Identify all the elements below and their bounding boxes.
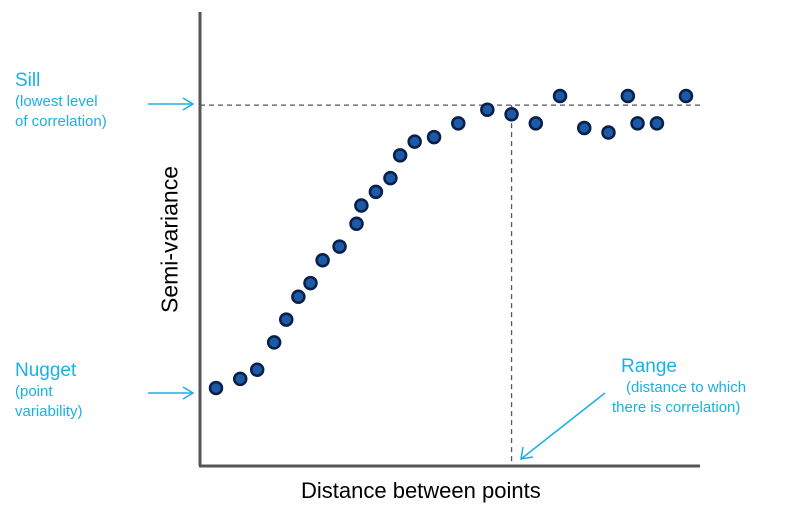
data-point-21 [552,88,568,104]
data-point-23 [601,125,616,140]
range-detail-line-2: there is correlation) [612,399,741,416]
data-point-25 [630,116,645,131]
sill-detail-line-2: of correlation) [15,113,107,130]
nugget-detail-line-2: variability) [15,403,83,420]
sill-detail-line-1: (lowest level [15,93,98,110]
data-point-24 [620,88,636,104]
data-point-13 [383,170,398,186]
nugget-arrow-head [182,386,195,400]
sill-arrow-head [182,97,195,111]
data-point-18 [480,102,495,117]
sill-title: Sill [15,70,41,91]
data-point-4 [266,335,282,350]
nugget-title: Nugget [15,360,77,381]
data-point-27 [678,88,694,104]
data-point-22 [576,120,592,136]
x-axis-label: Distance between points [301,478,541,503]
data-point-16 [426,129,442,145]
data-point-17 [451,116,466,131]
data-point-20 [528,116,544,131]
data-point-26 [649,116,665,131]
data-point-12 [368,184,384,200]
sill-annotation: Sill (lowest level of correlation) [15,70,107,132]
data-point-10 [349,216,364,231]
data-point-1 [208,380,224,396]
data-point-3 [249,362,265,377]
nugget-annotation: Nugget (point variability) [15,360,83,422]
range-arrow-head [520,446,534,460]
data-point-2 [232,371,248,387]
range-annotation: Range (distance to which there is correl… [612,356,746,418]
reference-lines [200,104,700,466]
data-point-6 [291,289,306,304]
data-points [208,88,694,396]
range-detail-line-1: (distance to which [626,379,747,396]
data-point-11 [354,198,369,213]
y-axis-label: Semi-variance [156,166,183,313]
data-point-19 [504,107,519,122]
nugget-detail-line-1: (point [15,383,53,400]
data-point-8 [315,253,330,268]
data-point-5 [279,312,294,327]
data-point-9 [332,239,347,254]
data-point-14 [392,148,408,163]
data-point-15 [407,134,422,149]
range-arrow [520,392,606,460]
data-point-7 [303,275,318,291]
range-title: Range [621,356,677,377]
axes [198,12,700,468]
annotation-arrows [148,97,606,460]
